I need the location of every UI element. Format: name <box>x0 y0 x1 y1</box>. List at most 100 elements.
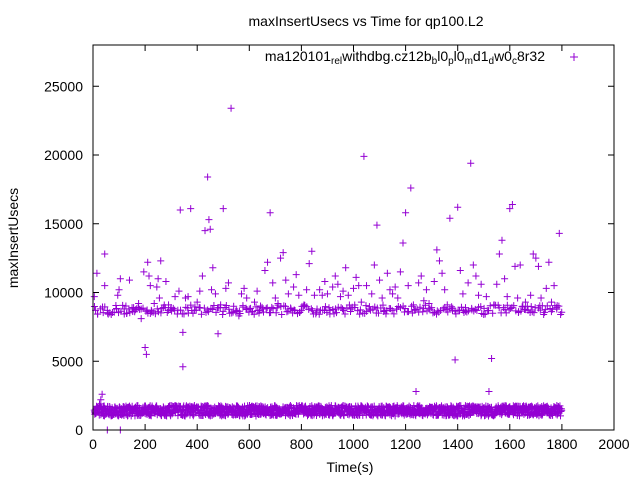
x-axis-label: Time(s) <box>327 459 374 475</box>
data-point <box>318 291 326 299</box>
data-point <box>532 254 540 262</box>
data-point <box>261 267 269 274</box>
data-point <box>315 310 323 318</box>
data-points <box>90 104 566 434</box>
data-point <box>417 272 425 280</box>
data-point <box>511 262 519 270</box>
x-tick-label: 0 <box>89 436 97 452</box>
data-point <box>287 305 295 313</box>
data-point <box>101 282 109 290</box>
data-point <box>94 310 102 318</box>
y-axis-label: maxInsertUsecs <box>5 188 21 288</box>
data-point <box>404 308 412 316</box>
data-point <box>205 216 213 224</box>
data-point <box>114 291 122 299</box>
data-point <box>269 279 277 287</box>
data-point <box>251 298 259 306</box>
data-point <box>498 236 506 244</box>
data-point <box>211 290 219 298</box>
data-point <box>290 283 298 291</box>
data-point <box>477 280 485 288</box>
data-point <box>381 306 389 314</box>
data-point <box>390 310 398 318</box>
data-point <box>421 301 429 309</box>
x-tick-label: 600 <box>238 436 262 452</box>
data-point <box>370 402 378 410</box>
data-point <box>157 257 165 265</box>
data-point <box>541 306 549 314</box>
data-point <box>412 388 420 395</box>
data-point <box>396 268 404 276</box>
x-tick-label: 800 <box>290 436 314 452</box>
data-point <box>408 302 416 310</box>
data-point <box>426 305 434 313</box>
data-point <box>207 304 215 312</box>
data-point <box>219 205 227 213</box>
data-point <box>150 300 158 307</box>
data-point <box>524 306 532 314</box>
data-point <box>145 272 153 280</box>
data-point <box>209 305 217 313</box>
data-point <box>272 309 280 317</box>
data-point <box>148 308 156 316</box>
data-point <box>555 229 563 237</box>
data-point <box>410 306 418 314</box>
data-point <box>553 304 561 312</box>
data-point <box>119 301 127 309</box>
data-point <box>334 280 342 288</box>
data-point <box>159 304 167 312</box>
data-point <box>342 264 350 272</box>
data-point <box>90 293 98 301</box>
y-tick-label: 25000 <box>44 78 83 94</box>
data-point <box>547 298 555 306</box>
data-point <box>473 306 481 314</box>
data-point <box>527 291 535 299</box>
data-point <box>463 308 471 316</box>
data-point <box>310 291 318 299</box>
data-point <box>179 363 187 371</box>
data-point <box>209 264 217 272</box>
data-point <box>550 282 558 290</box>
data-point <box>515 412 523 420</box>
x-tick-label: 1200 <box>390 436 421 452</box>
data-point <box>180 411 188 419</box>
data-point <box>300 301 308 309</box>
data-point <box>379 301 387 309</box>
data-point <box>97 396 105 404</box>
data-point <box>284 290 292 298</box>
data-point <box>389 290 397 298</box>
data-point <box>271 402 279 410</box>
data-point <box>321 278 329 285</box>
data-point <box>347 305 355 313</box>
data-point <box>519 302 527 310</box>
data-point <box>240 284 248 292</box>
data-point <box>488 355 496 362</box>
data-point <box>517 307 525 315</box>
data-point <box>470 307 478 315</box>
data-point <box>527 303 535 311</box>
data-point <box>264 258 272 266</box>
x-tick-label: 1400 <box>442 436 473 452</box>
data-point <box>485 307 493 315</box>
data-point <box>336 293 344 301</box>
data-point <box>201 409 209 417</box>
data-point <box>503 301 511 309</box>
data-point <box>90 302 98 310</box>
data-point <box>154 275 162 283</box>
data-point <box>313 305 321 313</box>
data-point <box>472 272 480 280</box>
data-point <box>378 294 386 302</box>
x-tick-label: 200 <box>133 436 157 452</box>
data-point <box>210 302 218 310</box>
y-tick-label: 0 <box>75 422 83 438</box>
data-point <box>376 276 384 284</box>
data-point <box>391 283 399 291</box>
data-point <box>363 282 371 290</box>
data-point <box>448 306 456 314</box>
data-point <box>101 250 109 258</box>
data-point <box>122 302 130 310</box>
x-tick-label: 400 <box>186 436 210 452</box>
data-point <box>135 300 143 307</box>
data-point <box>252 303 260 311</box>
